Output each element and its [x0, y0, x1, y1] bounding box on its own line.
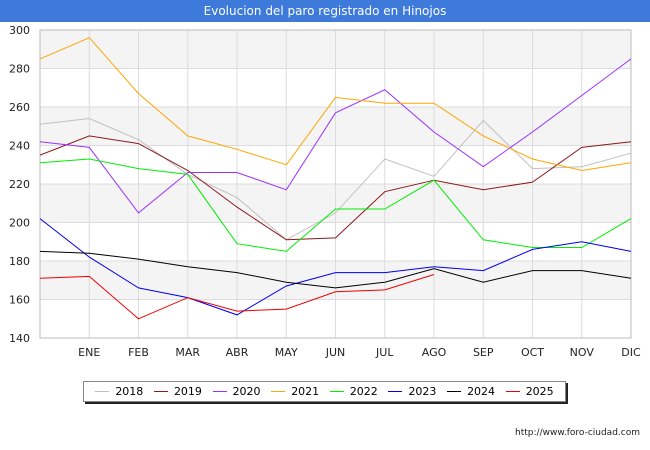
y-tick-label: 240 [9, 140, 30, 153]
series-line-2020 [39, 58, 632, 214]
plot-border [39, 29, 632, 339]
legend-swatch [95, 391, 110, 392]
legend-label: 2021 [291, 385, 320, 398]
legend-swatch [447, 391, 462, 392]
series-line-2018 [39, 117, 632, 241]
series-line-2023 [39, 218, 632, 316]
legend-label: 2025 [525, 385, 554, 398]
series-lines [39, 37, 632, 320]
series-line-2021 [39, 37, 632, 172]
legend-swatch [388, 391, 403, 392]
y-tick-label: 160 [9, 294, 30, 307]
legend-item-2022: 2022 [329, 385, 378, 398]
legend-swatch [505, 391, 520, 392]
x-tick-label: MAY [275, 346, 298, 359]
legend-swatch [212, 391, 227, 392]
legend-label: 2019 [173, 385, 202, 398]
x-tick-label: JUN [325, 346, 346, 359]
x-tick-label: OCT [521, 346, 544, 359]
x-tick-label: ABR [226, 346, 249, 359]
series-line-2024 [39, 250, 632, 289]
legend-label: 2024 [467, 385, 496, 398]
series-line-2025 [39, 274, 435, 320]
source-url: http://www.foro-ciudad.com [515, 428, 640, 438]
y-tick-label: 280 [9, 63, 30, 76]
x-tick-label: FEB [128, 346, 149, 359]
x-tick-label: AGO [422, 346, 447, 359]
legend-label: 2023 [408, 385, 437, 398]
y-tick-label: 220 [9, 178, 30, 191]
y-tick-label: 260 [9, 101, 30, 114]
line-chart: 140 160 180 200 220 240 260 280 300 ENE FEB MAR ABR M… [9, 24, 641, 359]
legend-label: 2018 [115, 385, 144, 398]
x-tick-label: MAR [175, 346, 200, 359]
x-tick-label: SEP [473, 346, 494, 359]
legend-item-2018: 2018 [95, 385, 143, 398]
x-tick-label: ENE [78, 346, 100, 359]
legend-swatch [153, 391, 168, 392]
legend-item-2020: 2020 [212, 385, 261, 398]
tick-labels: 140 160 180 200 220 240 260 280 300 ENE FEB MAR ABR M… [9, 24, 641, 359]
legend-label: 2020 [232, 385, 261, 398]
y-tick-label: 140 [9, 332, 30, 345]
chart-title: Evolucion del paro registrado en Hinojos [0, 0, 650, 22]
legend-swatch [271, 391, 286, 392]
y-tick-label: 180 [9, 255, 30, 268]
legend-item-2024: 2024 [447, 385, 495, 398]
legend-item-2019: 2019 [153, 385, 202, 398]
x-tick-label: DIC [621, 346, 641, 359]
grid-lines [39, 29, 632, 339]
legend-item-2021: 2021 [271, 385, 319, 398]
series-line-2019 [39, 135, 632, 241]
legend-item-2025: 2025 [505, 385, 554, 398]
legend-item-2023: 2023 [388, 385, 436, 398]
x-tick-label: JUL [375, 346, 394, 359]
y-tick-label: 200 [9, 217, 30, 230]
series-line-2022 [39, 158, 632, 252]
x-tick-label: NOV [570, 346, 595, 359]
y-tick-label: 300 [9, 24, 30, 37]
legend-swatch [329, 391, 344, 392]
legend-label: 2022 [349, 385, 378, 398]
legend: 2018 2019 2020 2021 2022 2023 2024 2025 [83, 381, 566, 402]
